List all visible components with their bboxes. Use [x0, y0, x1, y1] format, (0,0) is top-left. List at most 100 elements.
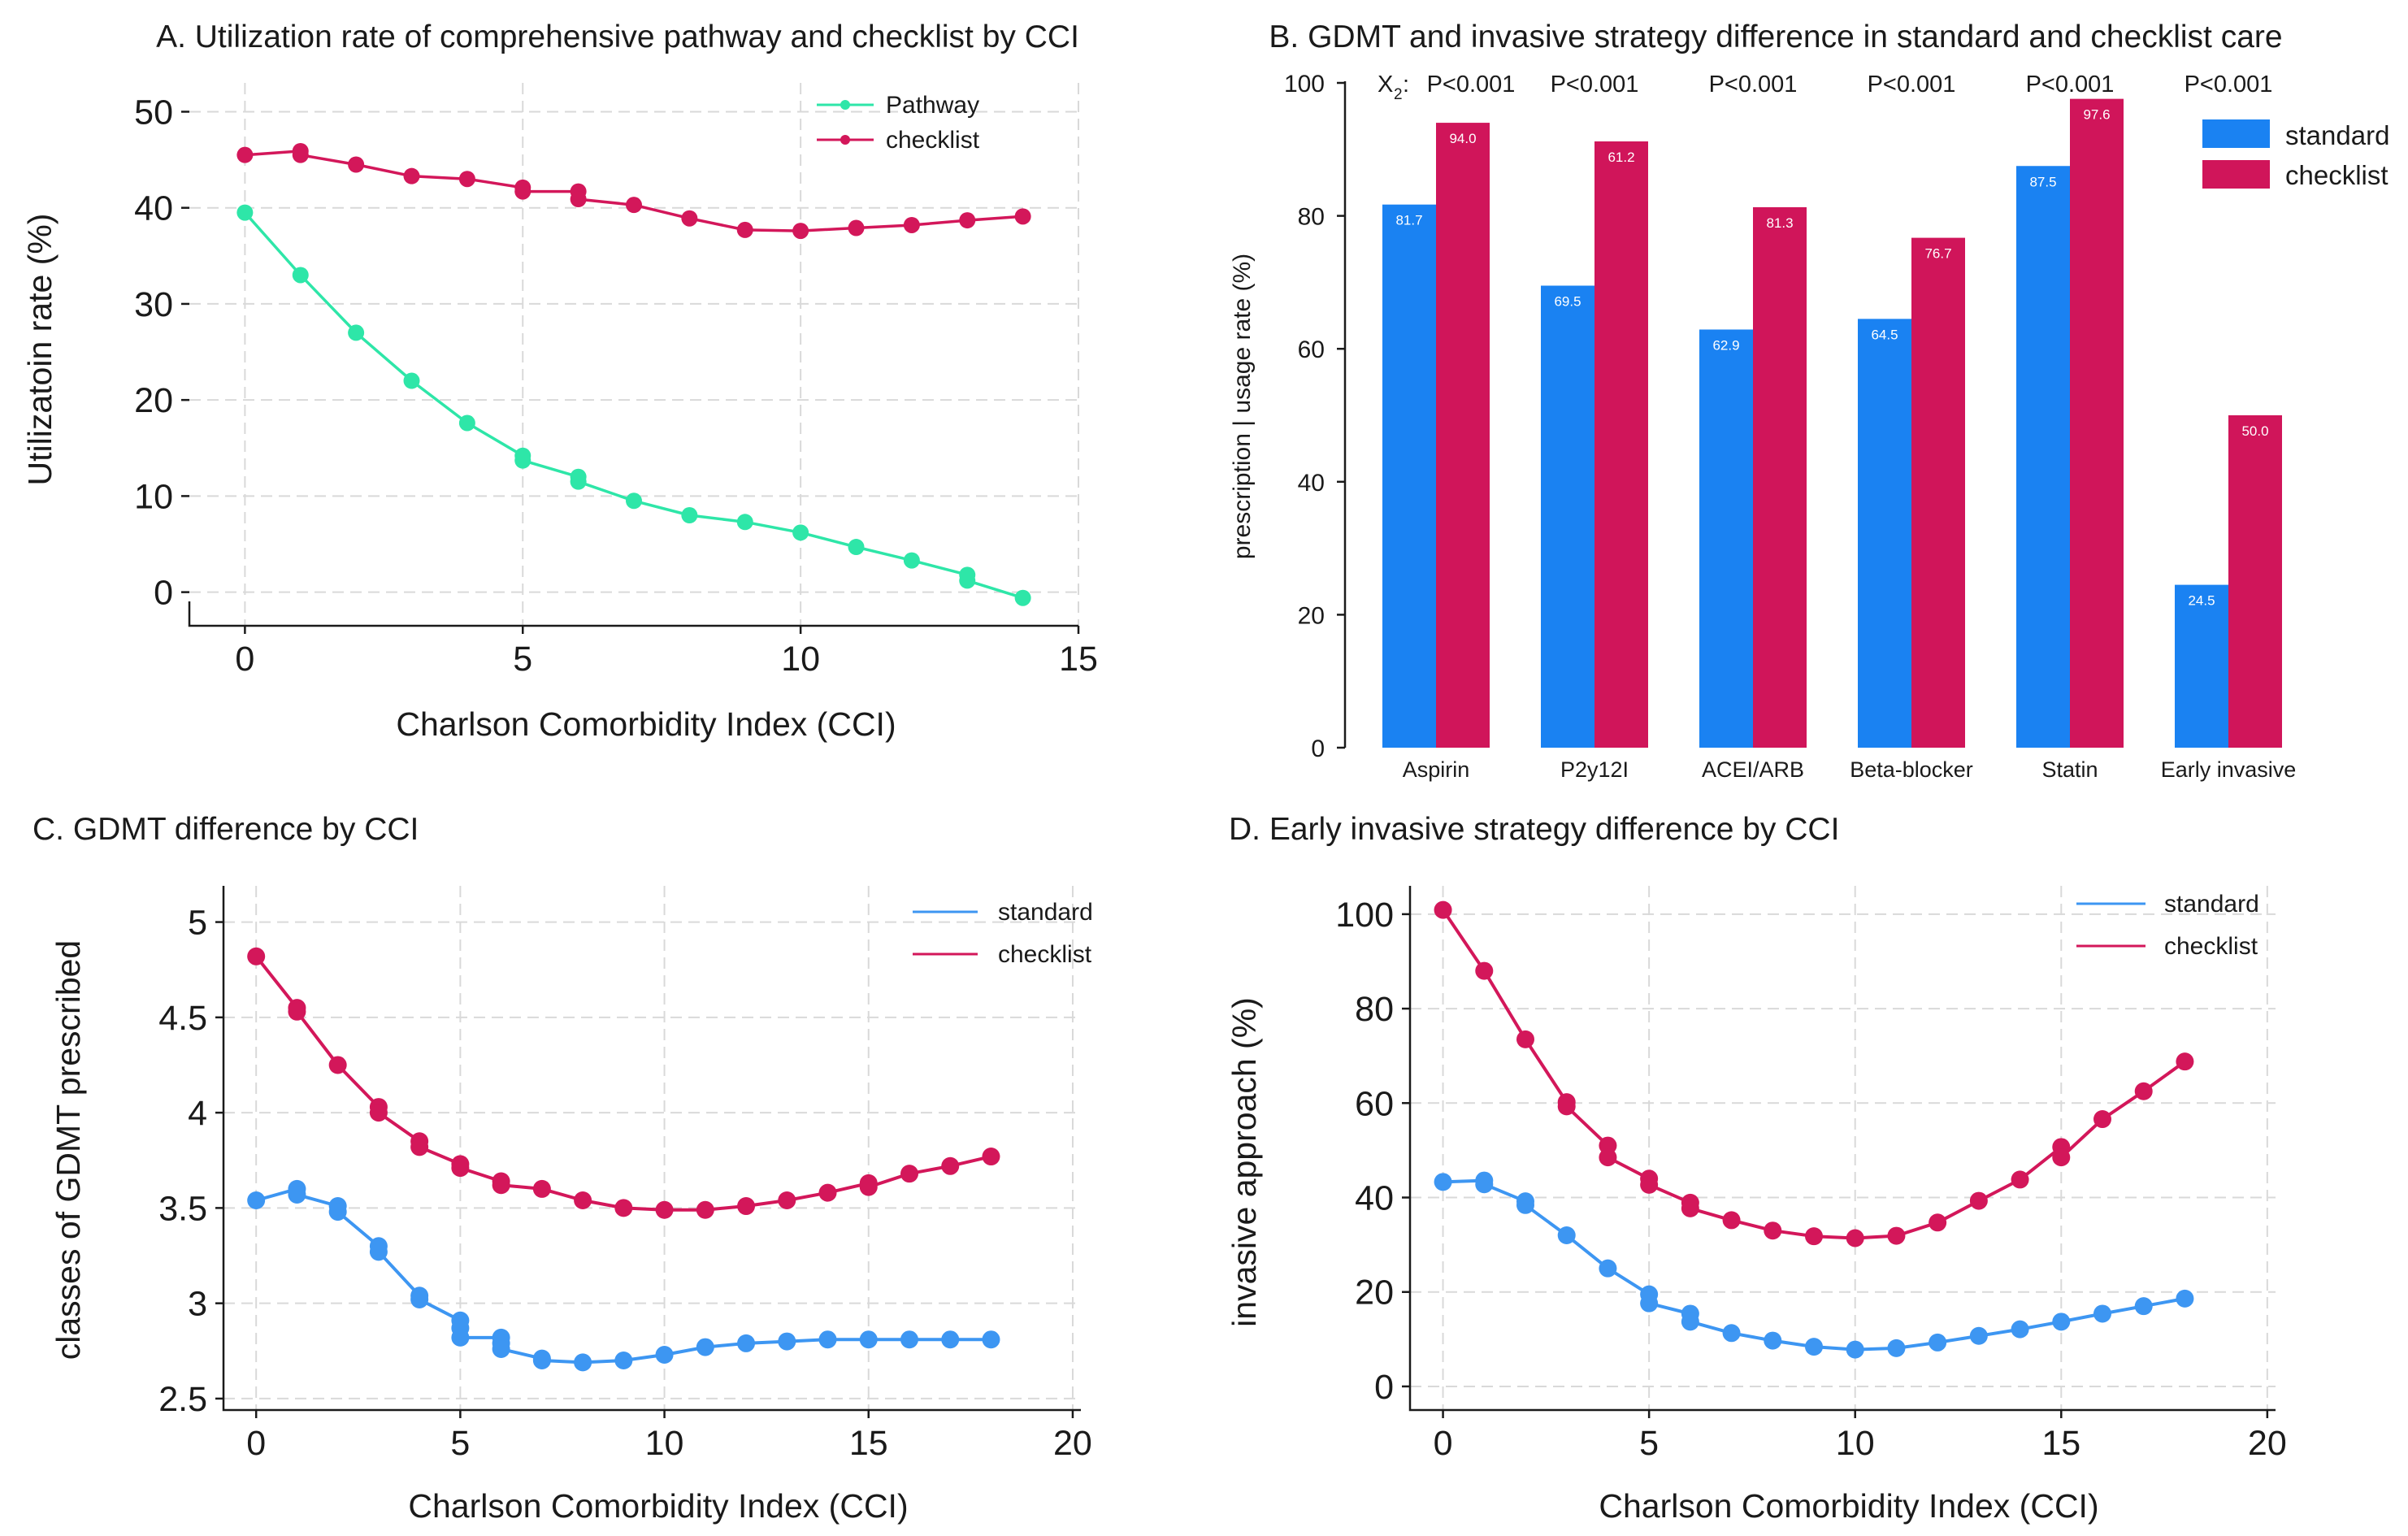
data-point-checklist — [403, 167, 420, 184]
x-tick-label: 0 — [246, 1424, 266, 1463]
data-point-Pathway — [792, 524, 809, 541]
panel-d-title: D. Early invasive strategy difference by… — [1229, 812, 1839, 847]
data-point-checklist — [1929, 1213, 1947, 1232]
data-point-checklist — [458, 171, 475, 188]
data-point-checklist — [982, 1148, 1000, 1166]
data-point-standard — [2176, 1289, 2194, 1308]
data-point-Pathway — [681, 507, 698, 524]
bar-value-label: 94.0 — [1449, 131, 1476, 146]
bar-checklist — [1911, 237, 1965, 748]
y-tick-label: 4.5 — [158, 999, 207, 1038]
panel-a-x-axis-label: Charlson Comorbidity Index (CCI) — [396, 705, 896, 743]
panel-c-title: C. GDMT difference by CCI — [33, 812, 419, 847]
data-point-Pathway — [848, 539, 865, 556]
data-point-checklist — [1599, 1148, 1617, 1167]
data-point-standard — [655, 1345, 674, 1364]
panel-d-axes — [1408, 886, 2276, 1412]
panel-b-y-axis-label: prescription | usage rate (%) — [1229, 254, 1256, 559]
panel-c-legend: standard checklist — [913, 899, 1093, 968]
bar-value-label: 81.3 — [1766, 215, 1793, 231]
data-point-checklist — [1764, 1221, 1782, 1240]
data-point-standard — [1887, 1339, 1906, 1357]
y-tick-label: 20 — [1298, 602, 1325, 629]
data-point-checklist — [818, 1183, 837, 1202]
data-point-standard — [410, 1290, 429, 1308]
data-point-checklist — [247, 947, 266, 965]
panel-d: D. Early invasive strategy difference by… — [1226, 812, 2287, 1525]
data-point-standard — [778, 1332, 796, 1351]
panel-d-y-axis-label: invasive approach (%) — [1226, 997, 1263, 1327]
data-point-standard — [328, 1203, 347, 1221]
data-point-checklist — [348, 156, 365, 173]
data-point-Pathway — [626, 492, 642, 510]
category-label: Statin — [2041, 757, 2098, 782]
panel-a-axes — [188, 601, 1078, 627]
panel-c-y-axis-label: classes of GDMT prescribed — [50, 940, 87, 1360]
data-point-standard — [1969, 1326, 1988, 1345]
p-value-label: P<0.001 — [1709, 72, 1798, 98]
y-tick-label: 100 — [1284, 71, 1325, 98]
data-point-checklist — [848, 219, 865, 236]
data-point-checklist — [696, 1200, 714, 1219]
series-line-checklist — [254, 955, 991, 1212]
data-point-standard — [288, 1185, 306, 1204]
y-tick-label: 30 — [134, 285, 173, 324]
data-point-standard — [1722, 1324, 1741, 1343]
legend-label-standard: standard — [2285, 120, 2389, 150]
panel-d-ticks: 0 20 40 60 80 100 0 5 10 15 20 — [1335, 896, 2287, 1463]
legend-label-checklist: checklist — [886, 127, 980, 154]
y-tick-label: 0 — [1311, 735, 1325, 762]
panel-b-title: B. GDMT and invasive strategy difference… — [1269, 20, 2282, 54]
data-point-standard — [2052, 1313, 2071, 1331]
p-value-label: P<0.001 — [1551, 72, 1639, 98]
y-tick-label: 80 — [1298, 204, 1325, 231]
data-point-checklist — [1557, 1097, 1576, 1116]
y-tick-label: 10 — [134, 477, 173, 516]
x-tick-label: 5 — [450, 1424, 470, 1463]
chi-square-label: X 2 : — [1378, 72, 1409, 103]
panel-d-gridlines — [1410, 886, 2276, 1410]
data-point-checklist — [369, 1104, 388, 1122]
data-point-checklist — [514, 183, 531, 200]
panel-a-y-axis-label: Utilizatoin rate (%) — [21, 214, 59, 486]
category-label: Early invasive — [2161, 757, 2297, 782]
data-point-checklist — [903, 216, 920, 233]
x-tick-label: 10 — [645, 1424, 684, 1463]
category-label: Beta-blocker — [1850, 757, 1973, 782]
data-point-checklist — [574, 1191, 592, 1209]
y-tick-label: 100 — [1335, 896, 1394, 935]
data-point-standard — [737, 1334, 756, 1352]
data-point-standard — [1475, 1175, 1494, 1194]
y-tick-label: 5 — [188, 904, 207, 943]
panel-a-legend: Pathway checklist — [817, 92, 980, 154]
data-point-checklist — [2134, 1082, 2153, 1100]
data-point-standard — [2093, 1304, 2111, 1323]
p-value-label: P<0.001 — [2026, 72, 2115, 98]
bar-value-label: 69.5 — [1554, 293, 1581, 309]
legend-marker-pathway — [840, 100, 850, 110]
panel-c-x-axis-label: Charlson Comorbidity Index (CCI) — [408, 1487, 908, 1525]
data-point-Pathway — [1014, 589, 1031, 606]
legend-label-checklist: checklist — [2164, 933, 2258, 960]
y-tick-label: 60 — [1298, 336, 1325, 363]
data-point-Pathway — [903, 552, 920, 569]
data-point-Pathway — [348, 324, 365, 341]
bar-value-label: 97.6 — [2083, 107, 2110, 123]
data-point-standard — [369, 1243, 388, 1261]
y-tick-label: 20 — [134, 381, 173, 420]
bar-value-label: 87.5 — [2029, 174, 2056, 189]
data-point-checklist — [2093, 1110, 2111, 1129]
data-point-standard — [941, 1330, 960, 1349]
panel-d-x-axis-label: Charlson Comorbidity Index (CCI) — [1599, 1487, 2098, 1525]
panel-a-gridlines — [189, 83, 1079, 626]
x-tick-label: 15 — [849, 1424, 888, 1463]
data-point-Pathway — [959, 572, 976, 589]
y-tick-label: 40 — [1355, 1179, 1394, 1218]
p-value-label: P<0.001 — [1427, 72, 1516, 98]
p-value-label: P<0.001 — [2185, 72, 2273, 98]
data-point-checklist — [1475, 961, 1494, 980]
data-point-checklist — [1640, 1175, 1659, 1194]
bar-value-label: 50.0 — [2241, 423, 2268, 439]
data-point-checklist — [410, 1138, 429, 1156]
data-point-standard — [982, 1330, 1000, 1349]
